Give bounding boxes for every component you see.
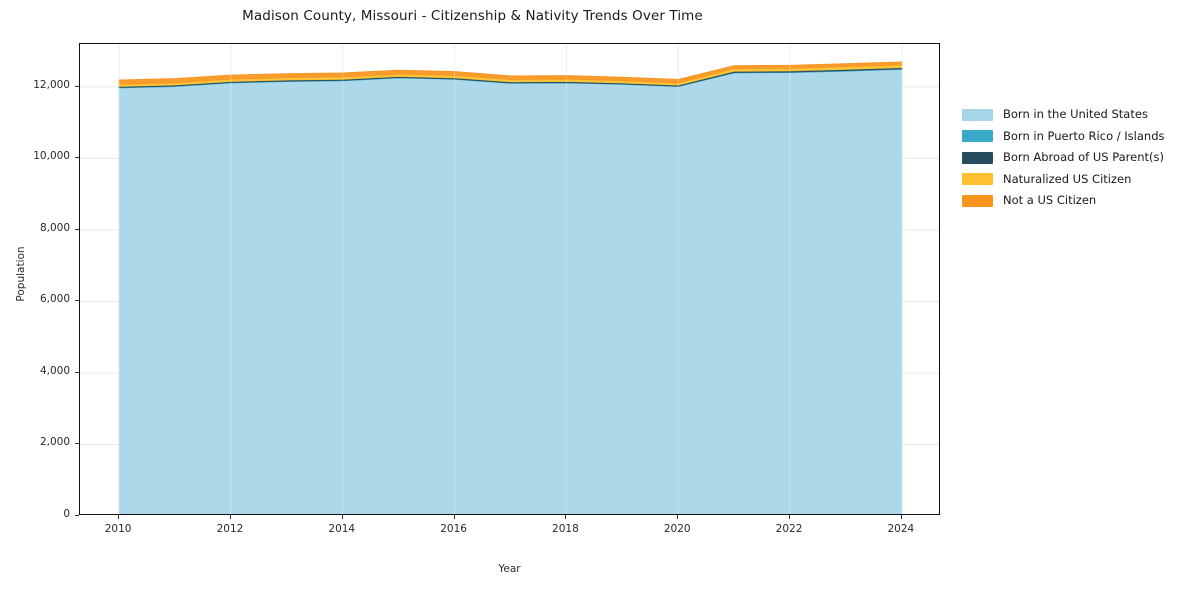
- legend-label: Not a US Citizen: [1003, 193, 1097, 207]
- stacked-area-series: [80, 44, 939, 514]
- legend-swatch-icon: [962, 194, 993, 207]
- x-tick-label: 2010: [104, 523, 132, 535]
- x-tick-label: 2022: [775, 523, 803, 535]
- chart-legend: Born in the United States Born in Puerto …: [962, 104, 1187, 212]
- x-tick-mark: [677, 515, 679, 519]
- plot-area: [79, 43, 940, 515]
- legend-label: Born Abroad of US Parent(s): [1003, 150, 1164, 164]
- grid-lines-overlay: [80, 44, 939, 514]
- y-tick-mark: [75, 300, 79, 302]
- y-tick-mark: [75, 443, 79, 445]
- y-tick-mark: [75, 371, 79, 373]
- legend-swatch-icon: [962, 130, 993, 143]
- y-tick-mark: [75, 85, 79, 87]
- x-tick-label: 2018: [552, 523, 579, 535]
- y-tick-mark: [75, 157, 79, 159]
- x-tick-label: 2012: [216, 523, 244, 535]
- legend-swatch-icon: [962, 151, 993, 164]
- y-tick-label: 0: [63, 508, 70, 520]
- legend-item[interactable]: Born Abroad of US Parent(s): [962, 147, 1187, 169]
- x-axis-label: Year: [498, 563, 521, 575]
- y-tick-label: 6,000: [39, 293, 70, 306]
- y-tick-mark: [75, 228, 79, 230]
- legend-label: Naturalized US Citizen: [1003, 171, 1132, 186]
- x-tick-mark: [118, 515, 120, 519]
- x-tick-mark: [900, 515, 902, 519]
- legend-item[interactable]: Born in Puerto Rico / Islands: [962, 126, 1187, 148]
- legend-item[interactable]: Born in the United States: [962, 104, 1187, 126]
- x-tick-label: 2024: [887, 523, 915, 535]
- x-tick-mark: [565, 515, 567, 519]
- legend-item[interactable]: Not a US Citizen: [962, 190, 1187, 212]
- x-tick-label: 2016: [440, 523, 467, 535]
- x-tick-mark: [341, 515, 343, 519]
- x-tick-label: 2014: [328, 523, 356, 535]
- y-tick-label: 8,000: [39, 221, 70, 234]
- legend-swatch-icon: [962, 173, 993, 186]
- legend-label: Born in Puerto Rico / Islands: [1003, 128, 1165, 143]
- y-tick-mark: [75, 515, 79, 516]
- chart-title: Madison County, Missouri - Citizenship &…: [242, 8, 703, 24]
- legend-label: Born in the United States: [1003, 107, 1148, 121]
- x-tick-label: 2020: [663, 523, 691, 535]
- y-tick-label: 4,000: [39, 364, 70, 377]
- legend-swatch-icon: [962, 108, 993, 121]
- x-tick-mark: [453, 515, 455, 519]
- legend-item[interactable]: Naturalized US Citizen: [962, 169, 1187, 191]
- y-tick-label: 2,000: [39, 436, 70, 449]
- x-tick-mark: [789, 515, 791, 519]
- y-tick-label: 12,000: [33, 78, 70, 91]
- x-tick-mark: [229, 515, 231, 519]
- y-tick-label: 10,000: [33, 150, 70, 163]
